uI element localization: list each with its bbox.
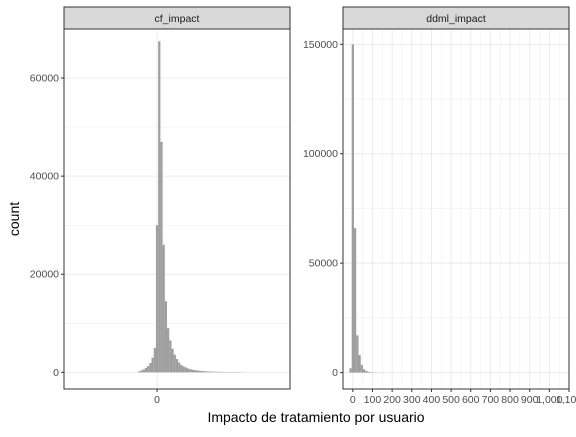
- histogram-bar: [147, 366, 149, 372]
- histogram-bar: [361, 365, 363, 373]
- facet-strip-label: cf_impact: [155, 13, 200, 25]
- histogram-bar: [196, 370, 198, 372]
- histogram-bar: [200, 371, 202, 372]
- histogram-bar: [209, 372, 211, 373]
- histogram-bar: [363, 369, 365, 372]
- histogram-bar: [167, 328, 169, 372]
- panel-grid: [64, 29, 290, 389]
- histogram-bar: [165, 301, 167, 372]
- y-tick-label: 100000: [303, 148, 338, 160]
- histogram-bar: [365, 371, 367, 373]
- panel-grid: [343, 29, 569, 389]
- histogram-bar: [187, 368, 189, 372]
- x-tick-label: 0: [350, 394, 356, 406]
- histogram-bar: [211, 372, 213, 373]
- panel-background: [64, 29, 290, 389]
- panel-background: [343, 29, 569, 389]
- y-tick-label: 50000: [309, 258, 338, 270]
- y-tick-label: 20000: [30, 269, 59, 281]
- x-tick-label: 100: [364, 394, 382, 406]
- histogram-bar: [176, 359, 178, 372]
- histogram-bar: [163, 245, 165, 373]
- histogram-bar: [207, 371, 209, 372]
- histogram-bar: [216, 372, 218, 373]
- histogram-bar: [158, 41, 160, 372]
- x-tick-label: 800: [501, 394, 519, 406]
- facet-strip-label: ddml_impact: [426, 13, 486, 25]
- histogram-bar: [149, 363, 151, 372]
- histogram-bar: [152, 358, 154, 373]
- histogram-bar: [205, 371, 207, 372]
- histogram-bar: [358, 355, 360, 373]
- histogram-bar: [202, 371, 204, 372]
- histogram-bar: [154, 348, 156, 373]
- x-tick-label: 700: [482, 394, 500, 406]
- histogram-bar: [189, 369, 191, 372]
- x-tick-label: 0: [154, 394, 160, 406]
- histogram-bar: [138, 371, 140, 372]
- histogram-bar: [178, 363, 180, 373]
- y-axis-title: count: [6, 202, 22, 236]
- y-tick-label: 0: [332, 367, 338, 379]
- histogram-bar: [198, 371, 200, 373]
- histogram-bar: [214, 372, 216, 373]
- histogram-bar: [169, 340, 171, 372]
- x-tick-label: 300: [403, 394, 421, 406]
- histogram-bar: [145, 368, 147, 372]
- y-tick-label: 150000: [303, 39, 338, 51]
- histogram-bar: [171, 349, 173, 373]
- histogram-bar: [156, 225, 158, 372]
- histogram-bar: [352, 44, 354, 372]
- x-tick-label: 1,100: [556, 394, 576, 406]
- histogram-bar: [143, 369, 145, 372]
- histogram-bar: [160, 142, 162, 373]
- x-tick-label: 400: [423, 394, 441, 406]
- x-tick-label: 600: [462, 394, 480, 406]
- x-tick-label: 200: [383, 394, 401, 406]
- x-axis-title: Impacto de tratamiento por usuario: [207, 409, 424, 425]
- histogram-bar: [191, 370, 193, 373]
- histogram-bar: [349, 368, 351, 372]
- facet-panel-cf-impact: cf_impact 0 20000 40000 60000 0: [30, 7, 290, 406]
- histogram-bar: [183, 366, 185, 372]
- histogram-bar: [354, 228, 356, 372]
- histogram-bar: [174, 355, 176, 373]
- histogram-bar: [194, 370, 196, 372]
- y-tick-label: 60000: [30, 73, 59, 85]
- histogram-bar: [368, 372, 370, 373]
- y-tick-label: 40000: [30, 171, 59, 183]
- histogram-bar: [180, 365, 182, 372]
- histogram-bar: [185, 367, 187, 372]
- histogram-bar: [356, 335, 358, 372]
- x-tick-label: 500: [442, 394, 460, 406]
- y-tick-label: 0: [53, 367, 59, 379]
- histogram-bar: [140, 370, 142, 372]
